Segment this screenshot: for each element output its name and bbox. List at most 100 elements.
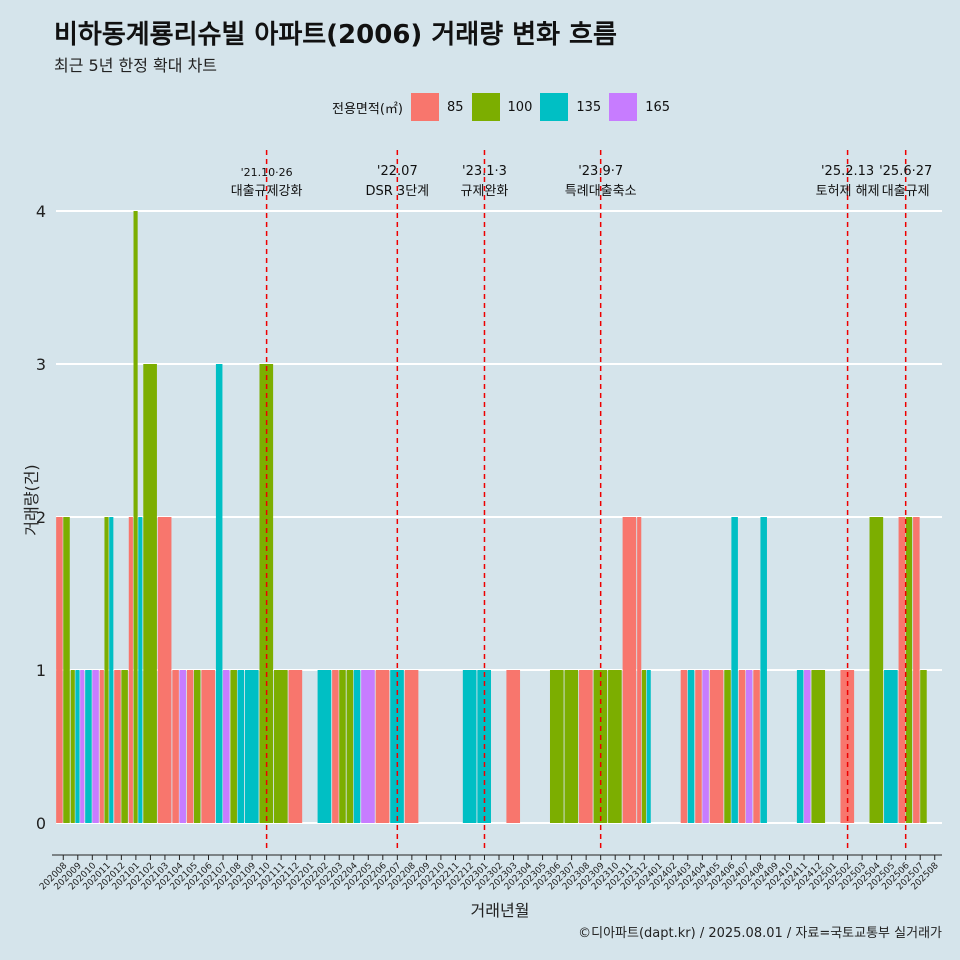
event-date-0: '21.10·26 bbox=[241, 166, 293, 179]
bar-202505-135 bbox=[884, 670, 898, 823]
y-axis-label: 거래량(건) bbox=[22, 464, 41, 536]
bar-202009-135 bbox=[75, 670, 80, 823]
event-label-2: 규제완화 bbox=[461, 184, 509, 199]
legend-label-165: 165 bbox=[645, 99, 671, 115]
bar-202404-165 bbox=[702, 670, 709, 823]
event-date-4: '25.2.13 bbox=[821, 164, 874, 179]
bar-202010-165 bbox=[92, 670, 99, 823]
bar-202212-135 bbox=[462, 670, 477, 823]
legend: 전용면적(㎡) 85 100 135 165 bbox=[332, 92, 678, 122]
bar-202012-100 bbox=[121, 670, 128, 823]
bar-202107-165 bbox=[223, 670, 230, 823]
bar-202011-135 bbox=[109, 517, 114, 823]
bar-202203-85 bbox=[332, 670, 339, 823]
bar-202311-85 bbox=[622, 517, 637, 823]
bar-202507-100 bbox=[920, 670, 927, 823]
legend-item-135: 135 bbox=[540, 93, 601, 121]
bar-202312-100 bbox=[641, 670, 647, 823]
bar-202008-85 bbox=[56, 517, 63, 823]
y-tick-label-1: 1 bbox=[36, 661, 46, 680]
bar-202403-85 bbox=[680, 670, 688, 823]
event-date-5: '25.6·27 bbox=[879, 164, 932, 179]
legend-label-135: 135 bbox=[576, 99, 602, 115]
bar-202205-165 bbox=[361, 670, 375, 823]
legend-item-100: 100 bbox=[471, 93, 533, 121]
caption: ©디아파트(dapt.kr) / 2025.08.01 / 자료=국토교통부 실… bbox=[578, 926, 942, 941]
bar-202310-100 bbox=[608, 670, 622, 823]
legend-swatch-85 bbox=[410, 93, 439, 121]
bar-202104-165 bbox=[179, 670, 186, 823]
legend-swatch-165 bbox=[609, 93, 638, 121]
bar-202111-100 bbox=[274, 670, 288, 823]
bar-202308-85 bbox=[579, 670, 593, 823]
bar-202206-85 bbox=[375, 670, 390, 823]
bar-202105-85 bbox=[186, 670, 194, 823]
legend-swatch-100 bbox=[471, 93, 500, 121]
bar-202103-85 bbox=[157, 517, 172, 823]
legend-label-85: 85 bbox=[446, 99, 464, 115]
chart-title: 비하동계룡리슈빌 아파트(2006) 거래량 변화 흐름 bbox=[54, 20, 617, 50]
x-axis-label: 거래년월 bbox=[470, 901, 530, 920]
bar-202203-100 bbox=[339, 670, 346, 823]
bar-202407-165 bbox=[745, 670, 753, 823]
y-tick-label-2: 2 bbox=[36, 508, 46, 527]
y-tick-label-3: 3 bbox=[36, 355, 46, 374]
bar-202408-135 bbox=[760, 517, 767, 823]
event-date-3: '23.9·7 bbox=[578, 164, 623, 179]
legend-item-85: 85 bbox=[410, 93, 464, 121]
event-date-1: '22.07 bbox=[377, 164, 418, 179]
bar-202104-85 bbox=[172, 670, 179, 823]
bar-202404-85 bbox=[695, 670, 702, 823]
event-label-4: 토허제 해제 bbox=[816, 184, 880, 199]
bar-202208-85 bbox=[404, 670, 419, 823]
bar-202204-135 bbox=[353, 670, 361, 823]
legend-swatch-135 bbox=[540, 93, 569, 121]
event-label-0: 대출규제강화 bbox=[231, 184, 303, 199]
event-label-1: DSR 3단계 bbox=[366, 184, 430, 199]
bar-202101-85 bbox=[128, 517, 133, 823]
bar-202108-135 bbox=[237, 670, 245, 823]
bar-202312-135 bbox=[646, 670, 651, 823]
bar-202009-100 bbox=[70, 670, 75, 823]
bar-202307-100 bbox=[564, 670, 579, 823]
y-tick-label-4: 4 bbox=[36, 202, 46, 221]
bar-202101-100 bbox=[133, 211, 138, 823]
bar-202011-85 bbox=[99, 670, 104, 823]
bar-202506-100 bbox=[905, 517, 913, 823]
bar-202008-100 bbox=[63, 517, 70, 823]
bar-202202-135 bbox=[317, 670, 332, 823]
bar-202009-165 bbox=[80, 670, 85, 823]
bar-202101-135 bbox=[138, 517, 143, 823]
bar-202407-85 bbox=[738, 670, 746, 823]
legend-label-100: 100 bbox=[507, 99, 533, 115]
bar-202411-135 bbox=[796, 670, 804, 823]
legend-title: 전용면적(㎡) bbox=[332, 101, 403, 117]
chart-subtitle: 최근 5년 한정 확대 차트 bbox=[54, 56, 218, 75]
legend-item-165: 165 bbox=[609, 93, 670, 121]
bar-202012-85 bbox=[114, 670, 121, 823]
bar-202412-100 bbox=[811, 670, 826, 823]
bar-202406-100 bbox=[724, 670, 731, 823]
bar-202112-85 bbox=[288, 670, 303, 823]
bar-202312-85 bbox=[637, 517, 642, 823]
event-date-2: '23.1·3 bbox=[462, 164, 507, 179]
bar-202507-85 bbox=[913, 517, 920, 823]
event-label-5: 대출규제 bbox=[882, 184, 930, 199]
bar-202107-135 bbox=[215, 364, 223, 823]
bar-202102-100 bbox=[143, 364, 157, 823]
bar-202408-85 bbox=[753, 670, 760, 823]
bar-202010-135 bbox=[85, 670, 92, 823]
bar-202204-100 bbox=[346, 670, 354, 823]
bar-202306-100 bbox=[549, 670, 564, 823]
bar-202011-100 bbox=[104, 517, 109, 823]
bar-202108-100 bbox=[230, 670, 237, 823]
y-tick-label-0: 0 bbox=[36, 814, 46, 833]
event-label-3: 특례대출축소 bbox=[565, 184, 637, 199]
bar-202403-135 bbox=[687, 670, 695, 823]
bar-202405-85 bbox=[709, 670, 724, 823]
bar-202411-165 bbox=[804, 670, 811, 823]
bar-202506-85 bbox=[898, 517, 906, 823]
bar-202504-100 bbox=[869, 517, 884, 823]
bar-202106-85 bbox=[201, 670, 216, 823]
